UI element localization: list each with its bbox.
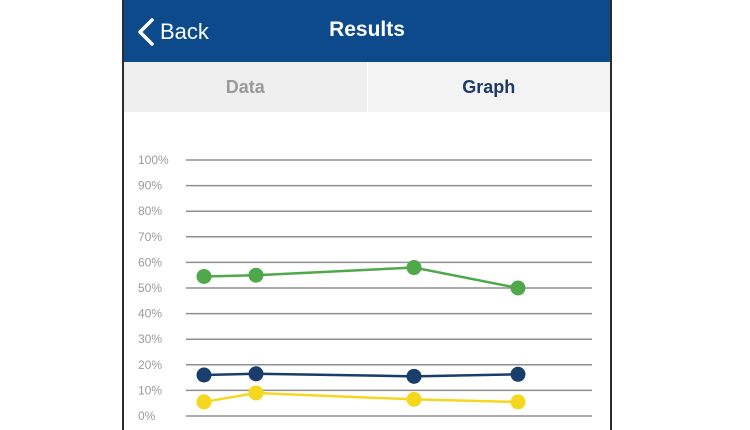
data-point[interactable]: [406, 391, 422, 407]
view-segmented-control: Data Graph: [124, 62, 610, 112]
data-point[interactable]: [406, 260, 422, 276]
results-line-chart: 0% 10% 20% 30% 40% 50% 60% 70% 80% 90% 100%: [138, 153, 592, 423]
chevron-left-icon: [138, 18, 154, 46]
data-point[interactable]: [248, 267, 264, 283]
data-point[interactable]: [510, 366, 526, 382]
data-point[interactable]: [510, 394, 526, 410]
data-point[interactable]: [248, 366, 264, 382]
page-title: Results: [329, 18, 405, 41]
phone-screen: Back Results Data Graph 0% 10% 20% 30% 40% 50…: [122, 0, 612, 430]
navigation-bar: Back Results: [124, 0, 610, 62]
tab-graph[interactable]: Graph: [366, 62, 610, 112]
data-point[interactable]: [196, 268, 212, 284]
back-label: Back: [160, 19, 209, 44]
data-point[interactable]: [196, 394, 212, 410]
y-tick-label: 10%: [138, 383, 162, 397]
data-point[interactable]: [406, 368, 422, 384]
back-button[interactable]: Back: [136, 16, 209, 48]
y-tick-label: 30%: [138, 332, 162, 346]
y-tick-label: 70%: [138, 230, 162, 244]
y-tick-label: 100%: [138, 153, 169, 167]
y-tick-label: 0%: [138, 409, 156, 423]
series-line: [203, 391, 519, 404]
data-point[interactable]: [248, 385, 264, 401]
data-point[interactable]: [510, 280, 526, 296]
y-tick-label: 80%: [138, 204, 162, 218]
series-line: [203, 266, 519, 290]
y-tick-label: 40%: [138, 307, 162, 321]
data-point[interactable]: [196, 367, 212, 383]
y-tick-label: 90%: [138, 179, 162, 193]
series-line: [203, 372, 519, 378]
y-tick-label: 50%: [138, 281, 162, 295]
tab-data[interactable]: Data: [225, 76, 265, 97]
y-tick-label: 60%: [138, 255, 162, 269]
y-tick-label: 20%: [138, 358, 162, 372]
